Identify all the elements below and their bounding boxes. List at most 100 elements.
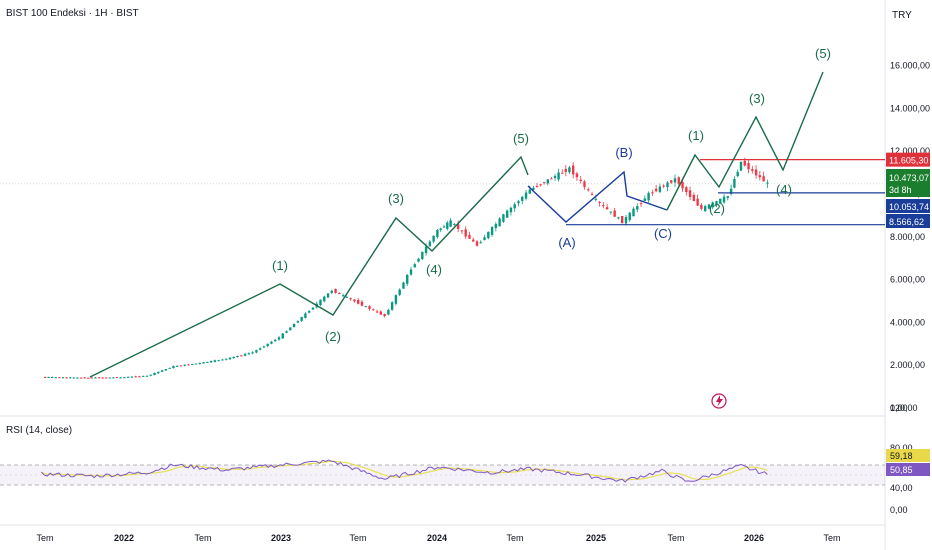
candle-body (296, 321, 300, 323)
candle-body (221, 359, 224, 361)
candle-body (628, 212, 631, 221)
candle-body (247, 353, 251, 355)
wave-label-green: (5) (513, 131, 529, 146)
currency-label[interactable]: TRY (892, 10, 912, 21)
candle-body (357, 300, 360, 304)
candle-body (751, 169, 754, 171)
candle-body (243, 353, 247, 356)
candle-body (487, 231, 490, 239)
candle-body (300, 317, 303, 321)
candle-body (172, 366, 175, 369)
candle-body (225, 358, 228, 360)
plot-area (0, 0, 885, 408)
time-tick-label: 2026 (744, 533, 764, 543)
candle-body (105, 377, 108, 379)
wave-label-green: (3) (749, 91, 765, 106)
candle-body (270, 341, 273, 344)
candle-body (636, 206, 639, 210)
candle-body (571, 165, 575, 175)
candle-body (613, 210, 616, 217)
candle-body (228, 357, 232, 360)
candle-body (739, 161, 743, 171)
candle-body (304, 313, 307, 318)
candle-body (460, 230, 464, 232)
candle-body (72, 377, 75, 379)
candle-body (319, 299, 322, 306)
candle-body (187, 364, 190, 366)
candle-body (134, 376, 137, 378)
candle-body (528, 189, 531, 194)
candle-body (83, 377, 86, 379)
candle-body (330, 290, 333, 293)
candle-body (209, 360, 213, 363)
candle-body (387, 309, 390, 315)
candle-body (285, 331, 288, 333)
wave-label-green: (2) (325, 329, 341, 344)
wave-label-green: (2) (709, 201, 725, 216)
wave-label-green: (4) (776, 182, 792, 197)
rsi-legend[interactable]: RSI (14, close) (6, 425, 73, 436)
candle-body (349, 298, 352, 300)
candle-body (464, 229, 467, 237)
price-tick-label: 12.000,00 (890, 146, 930, 156)
candle-body (206, 361, 209, 363)
candle-body (191, 363, 194, 365)
candle-body (54, 377, 57, 379)
candle-body (490, 227, 494, 235)
candle-body (439, 228, 442, 231)
candle-body (101, 377, 104, 379)
candle-body (654, 188, 658, 192)
candle-body (94, 377, 97, 379)
candle-body (232, 356, 235, 359)
candle-body (602, 205, 605, 207)
candle-body (119, 377, 122, 379)
candle-body (353, 299, 356, 302)
candle-body (266, 343, 269, 347)
price-tick-label: 6.000,00 (890, 275, 925, 285)
candle-body (217, 360, 220, 362)
wave-label-blue: (A) (558, 235, 575, 250)
rsi-tick-label: 120,00 (890, 403, 918, 413)
candle-body (112, 377, 115, 379)
resistance-tag (886, 152, 930, 167)
candle-body (126, 376, 130, 378)
candle-body (65, 377, 68, 379)
candle-body (183, 364, 186, 366)
candle-body (639, 203, 643, 205)
wave-label-blue: (C) (654, 226, 672, 241)
candle-body (605, 207, 609, 210)
candle-body (535, 185, 539, 187)
candle-body (587, 189, 590, 191)
wave-label-blue: (B) (615, 145, 632, 160)
candle-body (372, 309, 375, 311)
candle-body (456, 224, 460, 230)
candle-body (579, 179, 582, 181)
candle-body (658, 186, 662, 192)
candle-body (424, 246, 428, 254)
candle-body (754, 169, 758, 176)
rsi-ma-tag (886, 449, 930, 462)
candle-body (643, 198, 647, 201)
candle-body (509, 207, 513, 213)
time-tick-label: 2025 (586, 533, 606, 543)
candle-body (258, 348, 262, 350)
symbol-title[interactable]: BIST 100 Endeksi · 1H · BIST (6, 8, 139, 19)
candle-body (168, 367, 171, 369)
candle-body (564, 168, 567, 172)
candle-body (379, 311, 383, 315)
candle-body (685, 187, 688, 193)
candle-body (390, 302, 394, 310)
candle-body (677, 177, 680, 185)
candle-body (517, 201, 520, 204)
candle-body (236, 355, 239, 358)
candle-body (364, 306, 367, 308)
candle-body (255, 350, 258, 353)
candle-body (762, 176, 765, 182)
candle-body (138, 376, 141, 378)
candle-body (421, 251, 424, 260)
candle-body (202, 362, 205, 364)
candle-body (326, 293, 330, 298)
candle-body (583, 181, 586, 187)
candle-body (108, 377, 111, 379)
